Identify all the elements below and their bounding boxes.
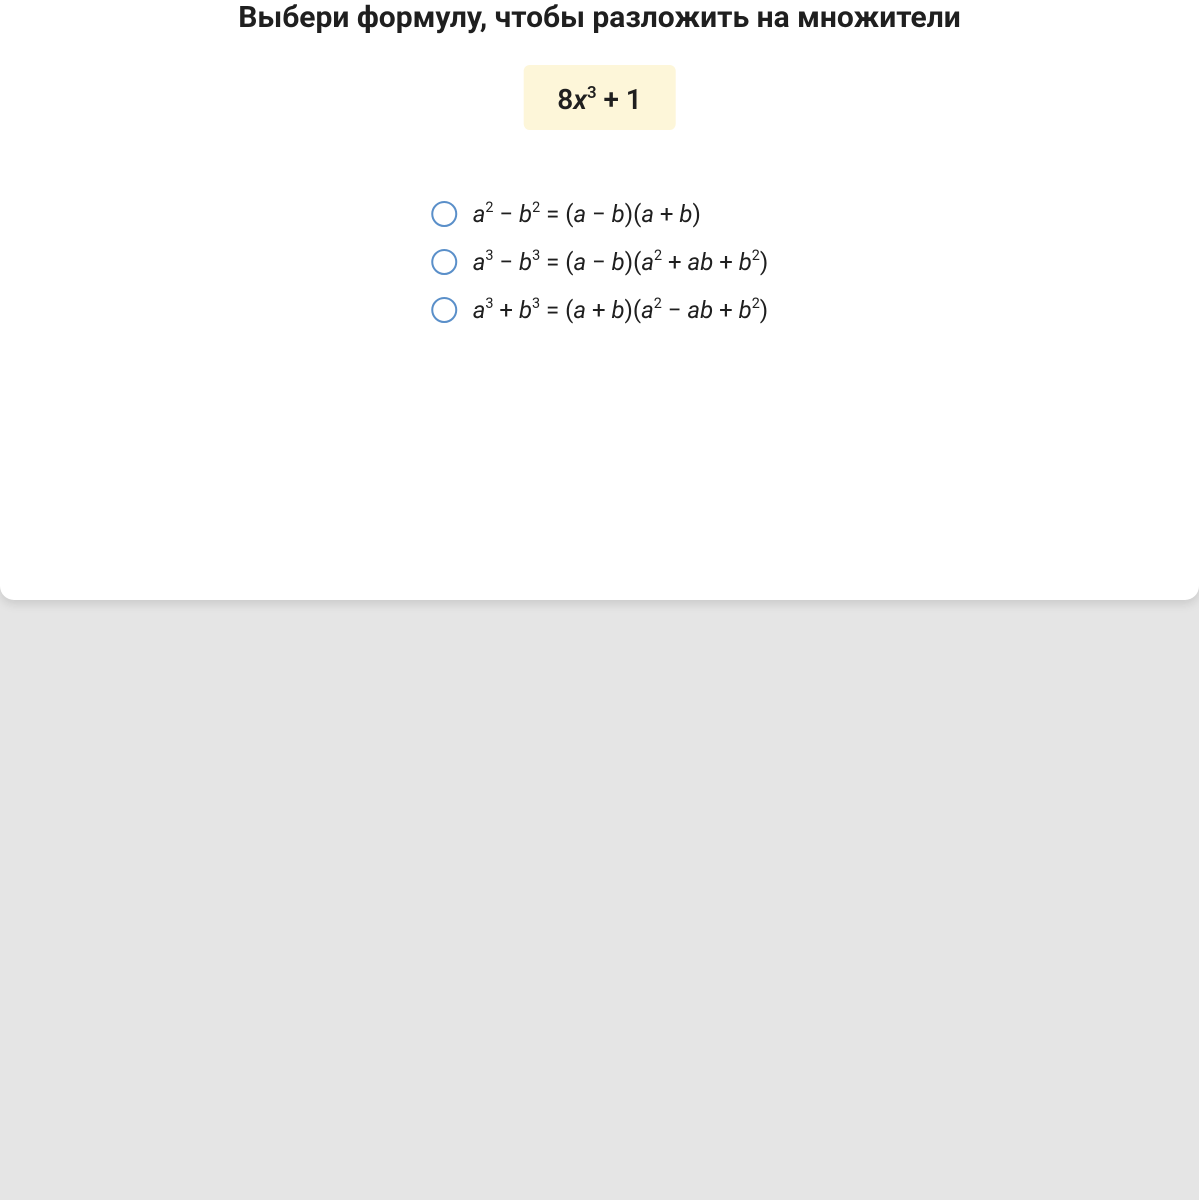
option-formula: a2 − b2 = (a − b)(a + b) <box>473 200 701 228</box>
option-diff-squares[interactable]: a2 − b2 = (a − b)(a + b) <box>431 200 769 228</box>
expression-box: 8x3 + 1 <box>523 65 676 130</box>
option-formula: a3 − b3 = (a − b)(a2 + ab + b2) <box>473 248 769 276</box>
question-title: Выбери формулу, чтобы разложить на множи… <box>0 0 1199 35</box>
option-sum-cubes[interactable]: a3 + b3 = (a + b)(a2 − ab + b2) <box>431 296 769 324</box>
option-diff-cubes[interactable]: a3 − b3 = (a − b)(a2 + ab + b2) <box>431 248 769 276</box>
radio-icon[interactable] <box>431 249 457 275</box>
radio-icon[interactable] <box>431 201 457 227</box>
options-group: a2 − b2 = (a − b)(a + b) a3 − b3 = (a − … <box>431 200 769 324</box>
radio-icon[interactable] <box>431 297 457 323</box>
option-formula: a3 + b3 = (a + b)(a2 − ab + b2) <box>473 296 768 324</box>
question-card: Выбери формулу, чтобы разложить на множи… <box>0 0 1199 600</box>
